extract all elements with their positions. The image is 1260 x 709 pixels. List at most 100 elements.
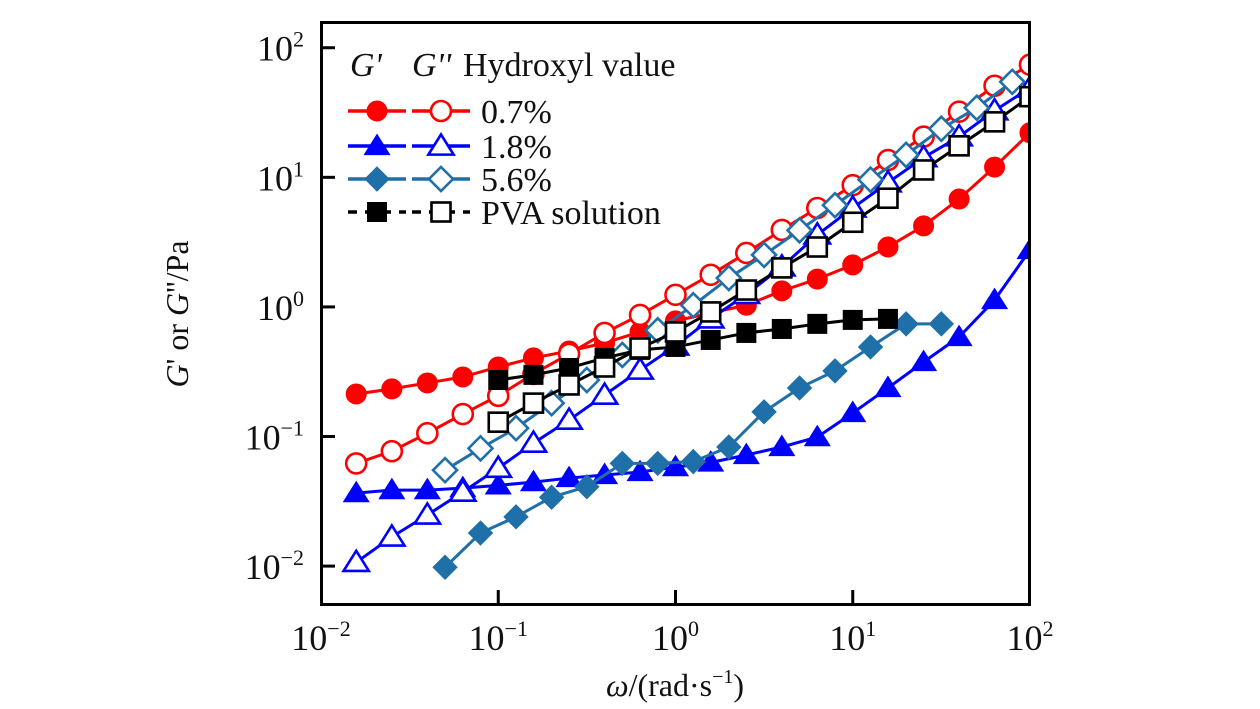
data-point [806, 236, 829, 258]
legend-header-gp: G' [350, 47, 383, 84]
data-point [381, 378, 403, 400]
data-point [928, 311, 955, 337]
data-point [981, 287, 1009, 310]
data-point [839, 400, 867, 423]
data-point [699, 263, 723, 287]
data-point [735, 279, 758, 301]
data-point [750, 241, 778, 269]
data-point [661, 454, 690, 477]
data-point [962, 93, 991, 122]
data-point [593, 321, 616, 345]
x-tick-label: 102 [1007, 616, 1054, 658]
x-tick-label: 101 [829, 616, 876, 658]
data-point [378, 477, 406, 500]
data-point [522, 392, 545, 414]
data-point [645, 450, 671, 477]
legend-entry: 1.8% [348, 129, 552, 166]
data-point [519, 469, 548, 492]
x-tick-label: 100 [652, 616, 699, 658]
data-point [664, 321, 687, 343]
data-point [806, 268, 828, 290]
data-point [628, 303, 652, 327]
data-point [466, 434, 495, 463]
data-point [629, 337, 651, 359]
legend-marker-loss [429, 99, 453, 123]
series-5-6--storage [432, 311, 955, 580]
data-point [771, 318, 792, 339]
legend-marker-loss [425, 132, 457, 156]
series-layer [341, 53, 1029, 580]
data-point [1019, 122, 1029, 144]
legend-label: 0.7% [481, 94, 552, 131]
data-point [467, 520, 494, 546]
data-point [857, 334, 884, 360]
data-point [664, 283, 687, 307]
x-axis-label: ω/(rad·s−1) [606, 666, 744, 703]
data-point [518, 429, 549, 453]
data-point [893, 311, 919, 337]
data-point [483, 454, 514, 479]
data-point [785, 216, 814, 245]
y-tick-label: 10−1 [245, 416, 304, 458]
data-point [609, 450, 636, 477]
data-point [892, 141, 920, 169]
data-point [927, 114, 956, 143]
data-point [807, 313, 828, 334]
series-pva-solution-storage [488, 308, 898, 390]
data-point [983, 111, 1006, 133]
data-point [877, 236, 899, 258]
data-point [447, 478, 478, 502]
data-point [488, 369, 509, 390]
legend-marker-storage [367, 202, 387, 222]
data-point [736, 322, 757, 343]
data-point [341, 548, 372, 573]
data-point [998, 67, 1027, 96]
data-point [555, 465, 583, 488]
data-point [699, 301, 722, 323]
data-point [574, 473, 600, 500]
series-line [497, 95, 1029, 424]
x-tick-label: 10−1 [469, 616, 528, 658]
data-point [484, 472, 512, 495]
legend-label: 1.8% [481, 129, 552, 166]
plot-frame [320, 21, 1031, 606]
data-point [554, 406, 585, 430]
data-point [431, 456, 459, 484]
data-point [432, 554, 458, 580]
data-point [948, 188, 970, 210]
legend: G' G'' Hydroxyl value 0.7%1.8%5.6%PVA so… [348, 47, 675, 232]
legend-entry: PVA solution [348, 195, 661, 232]
legend-marker-storage [363, 133, 391, 156]
data-point [856, 165, 885, 194]
data-point [948, 135, 970, 157]
data-point [945, 324, 973, 347]
data-point [768, 434, 796, 457]
data-point [1016, 239, 1029, 260]
data-point [593, 356, 616, 378]
data-point [716, 434, 742, 460]
data-point [416, 372, 438, 394]
series-pva-solution-loss [487, 85, 1029, 433]
data-point [523, 364, 544, 385]
legend-label: PVA solution [481, 195, 661, 232]
y-tick-label: 10−2 [245, 545, 304, 587]
data-point [842, 254, 864, 276]
data-point [841, 211, 864, 234]
data-point [984, 156, 1006, 178]
y-axis-label: G' or G''/Pa [159, 240, 195, 387]
legend-entry: 5.6% [348, 162, 552, 199]
y-tick-label: 100 [257, 286, 304, 328]
data-point [538, 484, 565, 510]
data-point [803, 424, 831, 447]
data-point [700, 329, 721, 350]
data-point [487, 411, 510, 433]
data-point [771, 280, 793, 302]
data-point [877, 187, 899, 210]
data-point [877, 308, 898, 329]
data-point [342, 480, 370, 503]
data-point [732, 442, 760, 465]
data-point [558, 374, 580, 396]
legend-header-title: Hydroxyl value [463, 47, 675, 84]
x-tick-label: 10−2 [291, 616, 350, 658]
data-point [786, 375, 813, 401]
